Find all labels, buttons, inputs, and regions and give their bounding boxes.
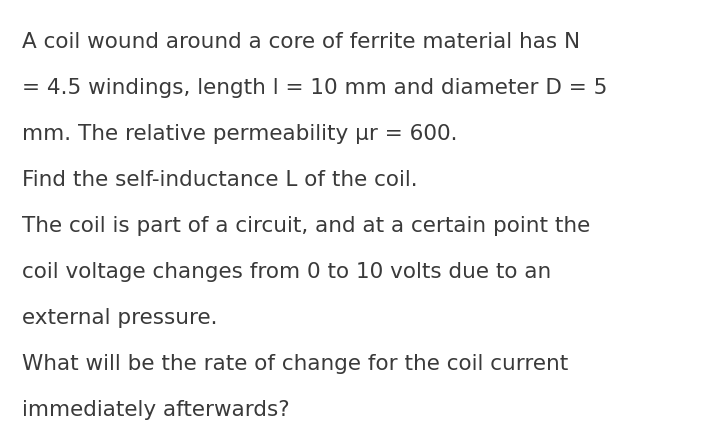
Text: coil voltage changes from 0 to 10 volts due to an: coil voltage changes from 0 to 10 volts … [22,262,552,282]
Text: immediately afterwards?: immediately afterwards? [22,400,289,420]
Text: What will be the rate of change for the coil current: What will be the rate of change for the … [22,354,568,374]
Text: Find the self-inductance L of the coil.: Find the self-inductance L of the coil. [22,170,418,190]
Text: A coil wound around a core of ferrite material has N: A coil wound around a core of ferrite ma… [22,32,580,52]
Text: The coil is part of a circuit, and at a certain point the: The coil is part of a circuit, and at a … [22,216,590,236]
Text: external pressure.: external pressure. [22,308,217,328]
Text: mm. The relative permeability μr = 600.: mm. The relative permeability μr = 600. [22,124,457,144]
Text: = 4.5 windings, length l = 10 mm and diameter D = 5: = 4.5 windings, length l = 10 mm and dia… [22,78,608,98]
